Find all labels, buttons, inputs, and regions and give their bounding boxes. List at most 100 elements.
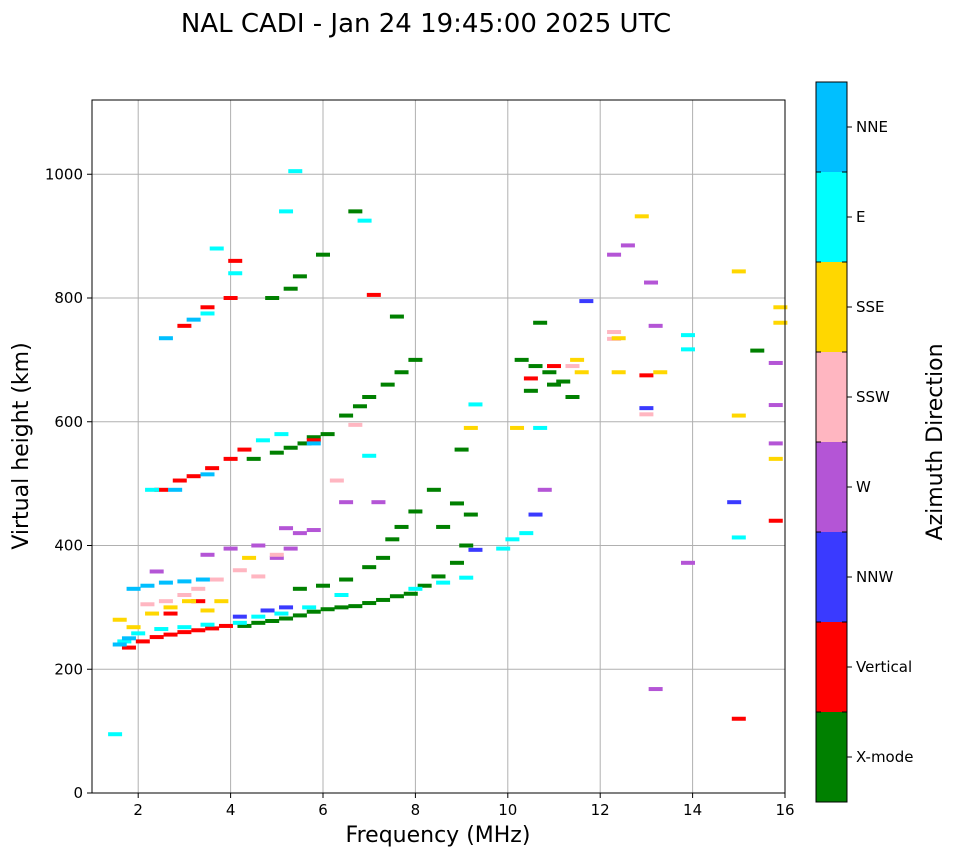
data-point (145, 611, 160, 616)
data-point (191, 628, 206, 633)
y-tick-label: 0 (73, 784, 83, 802)
data-point (366, 292, 381, 297)
data-point (205, 626, 220, 631)
data-point (297, 441, 312, 446)
data-point (186, 474, 201, 479)
x-tick-label: 6 (318, 801, 328, 819)
colorbar-swatch (816, 712, 847, 802)
data-point (768, 360, 783, 365)
colorbar-tick-label: X-mode (856, 748, 913, 766)
data-point (680, 560, 695, 565)
data-point (408, 357, 423, 362)
data-point (389, 314, 404, 319)
data-point (639, 406, 654, 411)
data-point (283, 546, 298, 551)
data-point (279, 616, 294, 621)
data-point (260, 608, 275, 613)
data-point (223, 456, 238, 461)
data-point (232, 614, 247, 619)
data-point (547, 382, 561, 387)
data-point (251, 614, 266, 619)
data-point (316, 583, 330, 588)
colorbar-frame (815, 81, 848, 803)
data-point (223, 296, 238, 300)
data-point (195, 577, 210, 582)
data-point (228, 271, 243, 276)
data-point (403, 591, 418, 596)
x-tick-label: 12 (591, 801, 610, 819)
data-point (177, 630, 192, 635)
data-point (255, 438, 270, 443)
data-point (750, 348, 765, 353)
data-point (292, 586, 307, 591)
data-point (200, 305, 215, 310)
colorbar-swatch (816, 262, 847, 352)
series-nne (112, 317, 321, 647)
data-point (306, 609, 321, 614)
data-point (242, 555, 257, 560)
colorbar-tick-label: NNW (856, 568, 893, 586)
data-point (121, 645, 136, 650)
y-tick-label: 800 (54, 289, 83, 307)
grid-lines (92, 100, 786, 794)
y-tick-label: 400 (54, 537, 83, 555)
data-point (556, 379, 571, 384)
data-point (172, 478, 187, 483)
data-point (237, 623, 252, 628)
data-point (292, 613, 307, 618)
data-point (232, 568, 247, 573)
data-point (186, 317, 201, 322)
data-point (648, 687, 663, 692)
data-point (348, 209, 363, 214)
data-point (731, 535, 746, 540)
colorbar-swatch (816, 352, 847, 442)
data-point (394, 370, 409, 375)
chart-title: NAL CADI - Jan 24 19:45:00 2025 UTC (181, 9, 671, 39)
data-point (648, 323, 663, 328)
data-point (528, 364, 543, 369)
data-point (279, 526, 294, 531)
data-point (269, 555, 284, 560)
x-tick-label: 2 (133, 801, 143, 819)
x-axis-label: Frequency (MHz) (346, 823, 531, 848)
data-point (306, 441, 321, 446)
data-point (209, 577, 224, 582)
data-point (158, 336, 173, 341)
data-point (639, 373, 654, 378)
data-point (496, 546, 511, 551)
data-point (154, 487, 169, 492)
data-point (408, 509, 423, 514)
series-ssw (140, 330, 654, 607)
data-point (510, 425, 525, 430)
data-point (565, 364, 580, 369)
data-point (279, 209, 294, 214)
data-point (533, 425, 548, 430)
plot-frame (91, 99, 786, 794)
data-point (149, 569, 164, 574)
data-point (112, 642, 127, 647)
data-point (523, 388, 538, 393)
data-point (108, 732, 123, 737)
colorbar-tick-label: E (856, 208, 865, 226)
data-point (768, 518, 783, 523)
data-point (731, 413, 746, 418)
x-tick-label: 10 (498, 801, 517, 819)
data-point (727, 500, 742, 505)
data-point (168, 487, 183, 492)
colorbar-tick-label: NNE (856, 118, 888, 136)
data-point (279, 605, 294, 610)
y-tick-label: 1000 (45, 165, 83, 183)
data-point (223, 546, 238, 551)
data-point (542, 370, 557, 375)
data-point (149, 635, 164, 640)
x-tick-label: 14 (683, 801, 702, 819)
data-point (177, 323, 192, 328)
data-point (316, 252, 330, 257)
data-point (579, 299, 594, 304)
data-point (232, 620, 247, 625)
data-point (200, 622, 215, 627)
data-point (265, 296, 280, 300)
data-point (121, 636, 136, 641)
data-point (505, 537, 520, 542)
